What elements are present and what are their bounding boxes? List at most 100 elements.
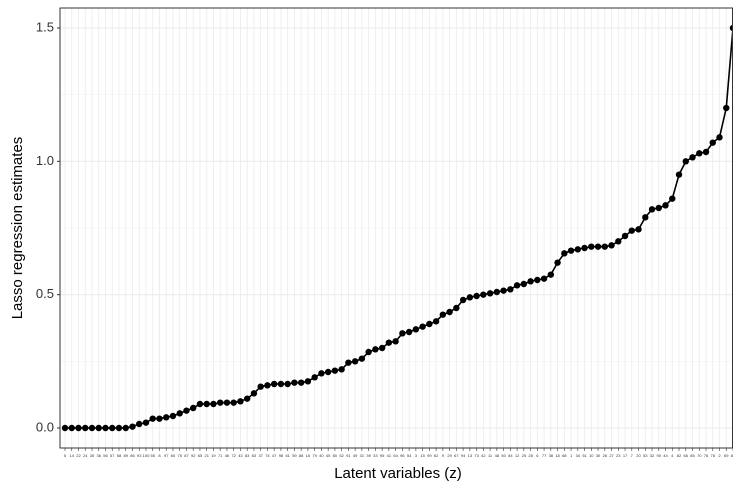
point: [588, 243, 595, 250]
x-tick-label: 87: [184, 453, 189, 458]
y-tick-label: 1.5: [36, 19, 54, 34]
x-tick-label: 13: [468, 453, 473, 458]
x-tick-label: 28: [528, 453, 533, 458]
point: [500, 287, 507, 294]
point: [399, 330, 406, 337]
x-tick-label: 86: [130, 453, 135, 458]
x-tick-label: 42: [481, 453, 486, 458]
x-tick-label: 43: [238, 453, 243, 458]
point: [574, 246, 582, 253]
x-tick-label: 97: [164, 453, 169, 458]
point: [68, 424, 75, 432]
x-tick-label: 20: [636, 453, 641, 458]
point: [412, 326, 420, 333]
point: [351, 358, 359, 365]
point: [318, 370, 325, 377]
point: [365, 348, 372, 356]
point: [655, 204, 662, 212]
point: [675, 171, 683, 178]
x-tick-label: 95: [380, 453, 385, 458]
point: [102, 424, 109, 432]
point: [156, 415, 163, 422]
x-tick-label: 19: [211, 453, 216, 458]
point: [702, 148, 710, 156]
x-tick-label: 36: [97, 453, 102, 458]
x-tick-label: 88: [299, 453, 304, 458]
x-tick-label: 31: [360, 453, 365, 458]
x-tick-label: 61: [285, 453, 290, 458]
point: [82, 424, 89, 432]
point: [372, 346, 379, 353]
point: [662, 202, 669, 209]
point: [520, 280, 528, 288]
x-tick-label: 33: [373, 453, 378, 458]
x-tick-label: 60: [171, 453, 176, 458]
x-tick-label: 91: [346, 453, 351, 458]
x-tick-label: 94: [461, 453, 466, 458]
point: [446, 308, 453, 316]
point: [385, 339, 393, 346]
x-tick-label: 54: [407, 453, 412, 458]
x-tick-label: 51: [582, 453, 587, 458]
x-tick-label: 98: [279, 453, 284, 458]
point: [628, 227, 635, 234]
point: [190, 404, 197, 412]
point: [426, 320, 433, 328]
x-tick-label: 70: [697, 453, 702, 458]
point: [723, 104, 730, 112]
series-line: [65, 27, 733, 429]
x-tick-label: 6: [536, 453, 539, 458]
x-tick-label: 38: [549, 453, 554, 458]
x-tick-label: 30: [596, 453, 601, 458]
x-tick-label: 55: [150, 453, 155, 458]
point: [453, 304, 460, 312]
point: [615, 238, 622, 245]
point: [109, 424, 116, 432]
point: [534, 276, 541, 284]
x-tick-label: 49: [353, 453, 358, 458]
x-tick-label: 62: [434, 453, 439, 458]
x-tick-label: 34: [576, 453, 581, 458]
point: [432, 318, 440, 325]
x-tick-label: 11: [488, 453, 493, 458]
point: [250, 390, 258, 397]
point: [466, 294, 474, 301]
point: [75, 424, 82, 432]
x-tick-label: 74: [265, 453, 270, 458]
point: [210, 400, 217, 408]
point: [473, 292, 480, 300]
x-tick-label: 66: [684, 453, 689, 458]
point: [527, 278, 534, 285]
x-tick-label: 68: [562, 453, 567, 458]
point: [709, 139, 716, 146]
point: [635, 226, 642, 233]
x-tick-label: 84: [508, 453, 513, 458]
point: [136, 420, 143, 428]
x-tick-label: 63: [252, 453, 257, 458]
x-tick-label: 48: [495, 453, 500, 458]
point: [297, 379, 305, 386]
x-tick-label: 64: [393, 453, 398, 458]
x-tick-label: 73: [474, 453, 479, 458]
x-tick-label: 99: [427, 453, 432, 458]
point: [581, 244, 588, 252]
x-tick-label: 40: [319, 453, 324, 458]
point: [169, 412, 177, 420]
x-tick-label: 16: [306, 453, 311, 458]
x-tick-label: 52: [339, 453, 344, 458]
x-tick-label: 77: [542, 453, 547, 458]
point: [345, 359, 352, 366]
x-tick-label: 67: [454, 453, 459, 458]
x-tick-label: 14: [70, 453, 75, 458]
point: [621, 232, 629, 240]
point: [149, 415, 156, 422]
point: [439, 311, 447, 318]
y-tick-label: 1.0: [36, 153, 54, 168]
point: [507, 286, 514, 293]
point: [567, 247, 575, 254]
x-tick-label: 76: [704, 453, 709, 458]
point: [257, 383, 264, 390]
point: [689, 154, 696, 161]
point: [203, 400, 210, 408]
point: [601, 243, 608, 250]
